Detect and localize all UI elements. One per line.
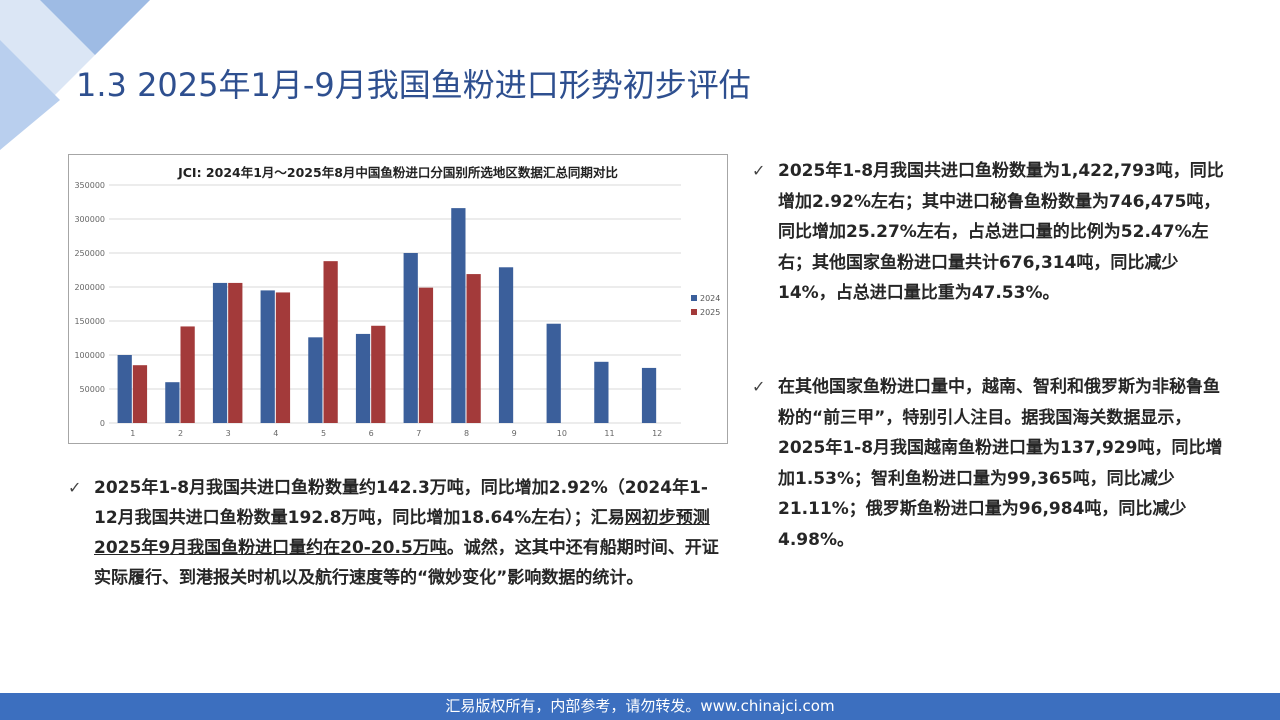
bar-2025-3 xyxy=(228,282,243,423)
x-tick-label: 3 xyxy=(226,429,231,438)
y-tick-label: 0 xyxy=(100,419,105,428)
x-tick-label: 12 xyxy=(652,429,662,438)
x-tick-label: 11 xyxy=(604,429,614,438)
bar-2024-6 xyxy=(355,333,371,423)
bar-2024-2 xyxy=(165,382,180,423)
bar-2025-5 xyxy=(323,261,338,423)
legend: 2024 2025 xyxy=(691,294,720,317)
bullet-text-part2: 。诚然，这其中还有船期时间、开证实际履行、到港报关时机以及航行速度等的“微妙变化… xyxy=(94,538,719,588)
bar-2025-2 xyxy=(180,326,195,423)
forecast-highlight: 网初步预测2025年9月我国鱼粉进口量约在20-20.5万吨 xyxy=(94,508,710,558)
x-tick-label: 10 xyxy=(557,429,567,438)
bar-chart: JCI: 2024年1月～2025年8月中国鱼粉进口分国别所选地区数据汇总同期对… xyxy=(74,165,720,438)
y-tick-label: 200000 xyxy=(74,283,105,292)
bullet-other-countries: ✓ 在其他国家鱼粉进口量中，越南、智利和俄罗斯为非秘鲁鱼粉的“前三甲”，特别引人… xyxy=(752,372,1230,555)
legend-swatch xyxy=(691,309,697,315)
bullet-import-summary: ✓ 2025年1-8月我国共进口鱼粉数量为1,422,793吨，同比增加2.92… xyxy=(752,156,1230,309)
bar-2024-1 xyxy=(117,355,132,423)
x-tick-label: 8 xyxy=(464,429,469,438)
bullet-text: 在其他国家鱼粉进口量中，越南、智利和俄罗斯为非秘鲁鱼粉的“前三甲”，特别引人注目… xyxy=(778,377,1223,550)
x-tick-label: 4 xyxy=(273,429,278,438)
chart-panel: JCI: 2024年1月～2025年8月中国鱼粉进口分国别所选地区数据汇总同期对… xyxy=(68,154,728,444)
bar-2024-7 xyxy=(403,253,418,423)
bar-2024-9 xyxy=(498,267,514,423)
bullet-forecast: ✓ 2025年1-8月我国共进口鱼粉数量约142.3万吨，同比增加2.92%（2… xyxy=(68,473,724,593)
x-tick-label: 1 xyxy=(130,429,135,438)
chart-title: JCI: 2024年1月～2025年8月中国鱼粉进口分国别所选地区数据汇总同期对… xyxy=(177,165,618,180)
bar-2025-4 xyxy=(275,292,291,423)
bullet-text: 2025年1-8月我国共进口鱼粉数量约142.3万吨，同比增加2.92%（202… xyxy=(94,473,724,593)
check-icon: ✓ xyxy=(752,161,766,180)
check-icon: ✓ xyxy=(752,377,766,396)
x-tick-label: 2 xyxy=(178,429,183,438)
y-axis-ticks: 0 50000 100000 150000 200000 250000 300000 3500… xyxy=(74,181,105,428)
bar-2025-7 xyxy=(418,287,434,423)
x-tick-label: 6 xyxy=(369,429,374,438)
bullet-text: 2025年1-8月我国共进口鱼粉数量为1,422,793吨，同比增加2.92%左… xyxy=(778,161,1224,303)
bar-2024-10 xyxy=(546,323,561,423)
legend-label: 2025 xyxy=(700,308,720,317)
y-tick-label: 150000 xyxy=(74,317,105,326)
x-tick-label: 7 xyxy=(416,429,421,438)
x-tick-label: 9 xyxy=(512,429,517,438)
bar-2024-5 xyxy=(308,337,323,423)
bar-2024-11 xyxy=(594,361,609,423)
y-tick-label: 300000 xyxy=(74,215,105,224)
y-tick-label: 50000 xyxy=(80,385,105,394)
x-tick-label: 5 xyxy=(321,429,326,438)
y-tick-label: 350000 xyxy=(74,181,105,190)
grid-lines xyxy=(109,184,681,424)
page-title: 1.3 2025年1月-9月我国鱼粉进口形势初步评估 xyxy=(76,66,751,104)
bar-2024-3 xyxy=(212,282,228,423)
legend-label: 2024 xyxy=(700,294,720,303)
x-axis-ticks: 1 2 3 4 5 6 7 8 9 10 11 12 xyxy=(130,429,662,438)
bar-2024-8 xyxy=(451,208,466,423)
bar-2024-4 xyxy=(260,290,275,423)
bar-2024-12 xyxy=(641,367,657,423)
y-tick-label: 100000 xyxy=(74,351,105,360)
y-tick-label: 250000 xyxy=(74,249,105,258)
legend-swatch xyxy=(691,295,697,301)
bars xyxy=(117,208,657,423)
bar-2025-6 xyxy=(371,325,386,423)
check-icon: ✓ xyxy=(68,478,82,497)
corner-decoration xyxy=(0,0,150,150)
bullet-text-part1: 2025年1-8月我国共进口鱼粉数量约142.3万吨，同比增加2.92%（202… xyxy=(94,478,708,528)
bar-2025-8 xyxy=(466,274,481,423)
footer-bar: 汇易版权所有，内部参考，请勿转发。www.chinajci.com xyxy=(0,693,1280,720)
bar-2025-1 xyxy=(132,365,148,423)
